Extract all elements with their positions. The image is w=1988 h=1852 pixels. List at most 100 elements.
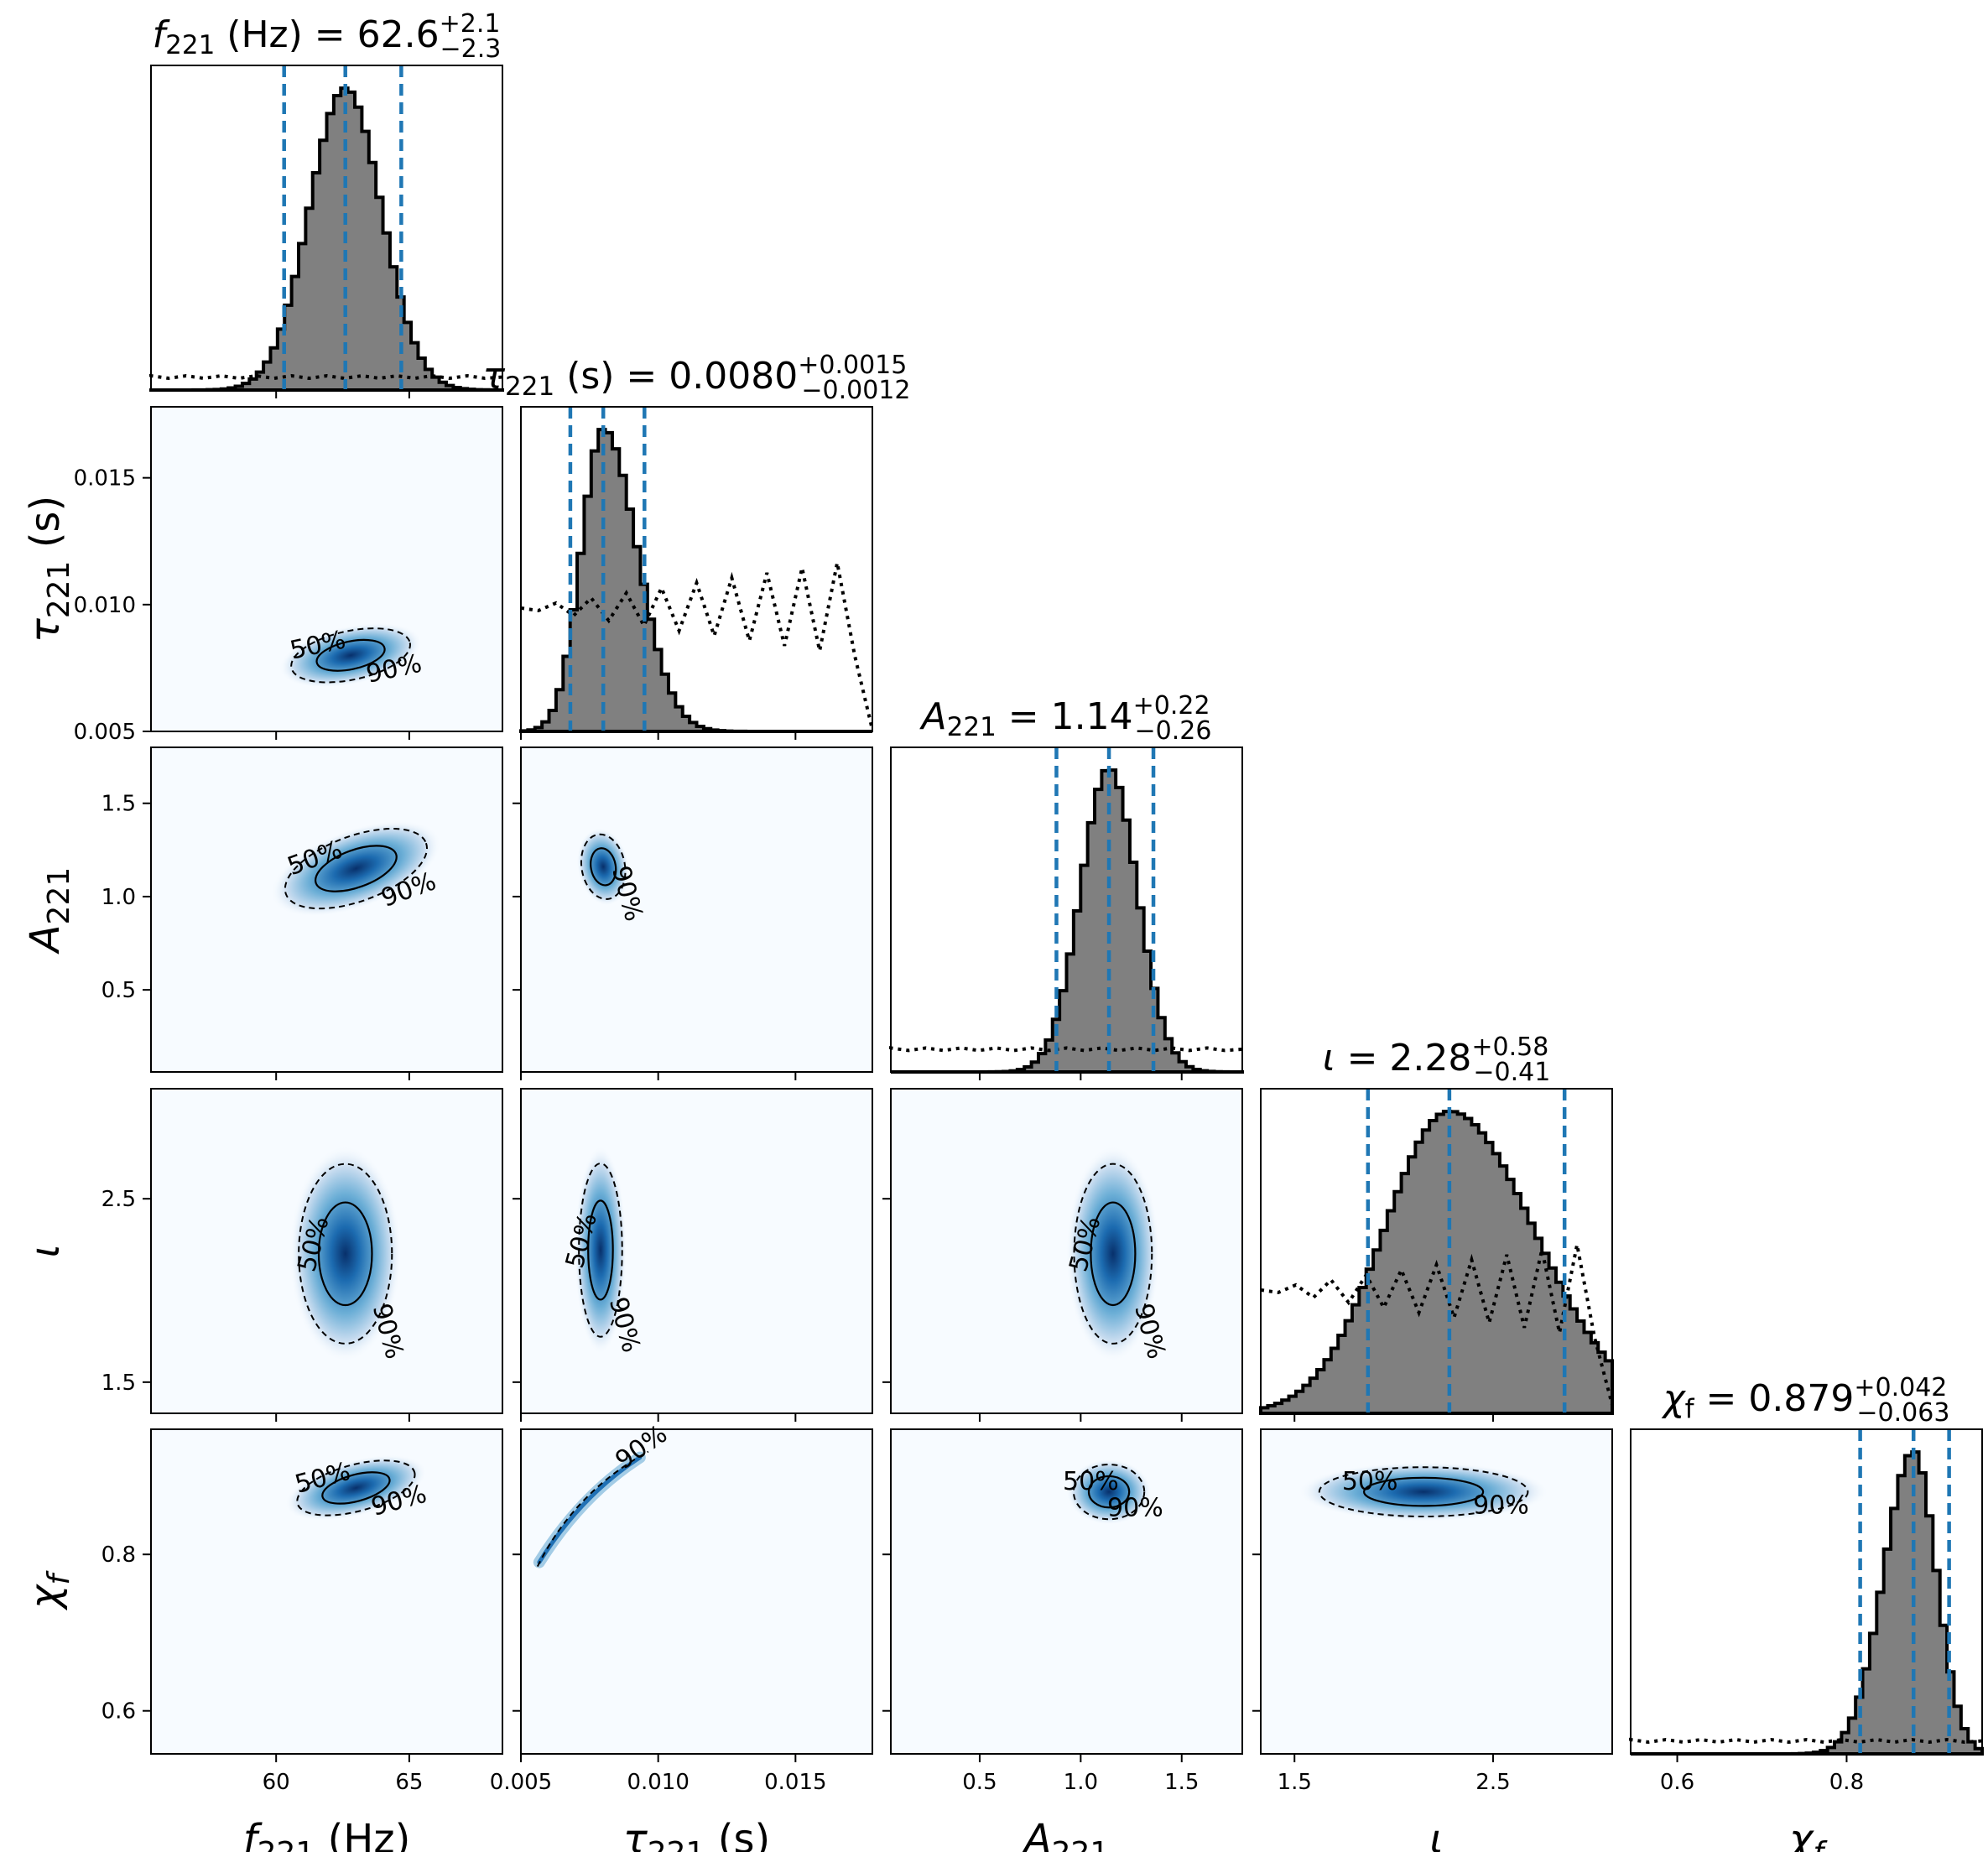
density-panel-f221-chif (285, 1454, 427, 1522)
title-sub-tau221: 221 (505, 372, 554, 402)
contour-90 (284, 828, 428, 910)
density-panel-tau221-A221 (576, 828, 630, 906)
contour-90 (1072, 1463, 1146, 1521)
contour-50 (1090, 1201, 1137, 1307)
yaxis-label-tau221: τ221 (s) (22, 496, 76, 642)
title-plus-tau221: +0.0015 (798, 351, 907, 380)
density-panel-f221-iota (289, 1146, 402, 1362)
ytick-label-A221: 1.5 (101, 792, 136, 817)
panel-frame-tau221-A221 (520, 747, 873, 1073)
title-f221: f221 (Hz) = 62.6+2.1 −2.3 (153, 9, 502, 64)
xtick-label-A221: 0.5 (962, 1770, 997, 1795)
xaxis-label-sub: 221 (258, 1836, 315, 1852)
yaxis-label-base: ι (22, 1244, 69, 1257)
yaxis-label-sub: 221 (42, 867, 76, 925)
xtick-label-f221: 60 (263, 1770, 290, 1795)
contour-50 (314, 845, 398, 892)
xaxis-label-base: τ (623, 1816, 648, 1852)
contour-90 (296, 1459, 416, 1516)
contour-50 (1362, 1476, 1485, 1507)
histogram-tau221 (519, 407, 874, 733)
title-minus-f221: −2.3 (440, 34, 501, 64)
title-plus-A221: +0.22 (1133, 691, 1210, 721)
xaxis-label-A221: A221 (1022, 1816, 1110, 1852)
panel-frame-f221-A221 (150, 747, 503, 1073)
yaxis-label-iota: ι (22, 1244, 69, 1257)
xaxis-label-tau221: τ221 (s) (623, 1816, 770, 1852)
title-minus-tau221: −0.0012 (801, 376, 910, 405)
density-panel-f221-A221 (270, 820, 441, 917)
yaxis-label-sub: 221 (42, 561, 76, 619)
xaxis-label-base: A (1022, 1816, 1052, 1852)
contour-90 (1073, 1163, 1153, 1345)
density-panel-tau221-chif (533, 1450, 649, 1568)
title-plus-chif: +0.042 (1854, 1373, 1947, 1402)
histogram-iota (1259, 1089, 1614, 1415)
xtick-label-A221: 1.0 (1064, 1770, 1098, 1795)
contour-50 (1087, 1475, 1131, 1509)
panel-frame-f221-iota (150, 1088, 503, 1414)
histogram-chif (1629, 1429, 1984, 1756)
density-ridge-core (537, 1455, 643, 1565)
histogram-bars-A221 (891, 768, 1244, 1074)
yaxis-label-unit: (s) (22, 496, 69, 561)
title-tau221: τ221 (s) = 0.0080+0.0015 −0.0012 (483, 351, 911, 405)
contour-90 (578, 1163, 623, 1338)
density-fill (576, 828, 630, 906)
contour-label-50: 50% (1063, 1467, 1119, 1496)
prior-line-tau221 (520, 562, 874, 731)
panel-frame-iota-chif (1260, 1428, 1613, 1755)
density-fill (1066, 1459, 1152, 1525)
density-fill (289, 1146, 402, 1362)
xaxis-label-base: χ (1787, 1816, 1814, 1852)
contour-50 (317, 1201, 373, 1307)
ytick-label-tau221: 0.015 (74, 466, 136, 492)
xaxis-label-chif: χf (1787, 1816, 1828, 1852)
panel-frame-tau221-chif (520, 1428, 873, 1755)
prior-line-chif (1629, 1737, 1983, 1745)
title-plus-f221: +2.1 (440, 9, 501, 39)
histogram-bars-f221 (151, 86, 504, 392)
density-fill (278, 622, 423, 688)
panel-frame-A221-chif (890, 1428, 1243, 1755)
panel-frame-diag-f221 (150, 65, 503, 391)
panel-frame-diag-tau221 (520, 406, 873, 732)
xaxis-label-sub: f (1813, 1836, 1828, 1852)
ytick-label-iota: 2.5 (101, 1187, 136, 1212)
density-panel-A221-chif (1066, 1459, 1152, 1525)
xaxis-label-unit: (s) (705, 1816, 770, 1852)
xaxis-label-sub: 221 (1052, 1836, 1110, 1852)
xaxis-label-unit: (Hz) (315, 1816, 410, 1852)
density-panel-A221-iota (1066, 1146, 1160, 1362)
title-sub-f221: 221 (165, 30, 215, 60)
density-panel-iota-chif (1298, 1462, 1549, 1522)
title-sub-A221: 221 (947, 712, 997, 742)
contour-label-90: 90% (1107, 1494, 1163, 1523)
title-value-f221: (Hz) = 62.6 (215, 13, 439, 56)
panel-frame-diag-A221 (890, 747, 1243, 1073)
contour-90 (290, 627, 411, 684)
panel-frame-A221-iota (890, 1088, 1243, 1414)
ytick-label-tau221: 0.010 (74, 593, 136, 618)
histogram-f221 (149, 65, 504, 392)
ytick-label-chif: 0.8 (101, 1542, 136, 1568)
title-sub-chif: f (1685, 1394, 1695, 1424)
title-plus-iota: +0.58 (1471, 1033, 1548, 1062)
contour-50 (315, 638, 386, 672)
histogram-A221 (889, 747, 1244, 1074)
xaxis-label-f221: f221 (Hz) (243, 1816, 411, 1852)
title-minus-chif: −0.063 (1856, 1398, 1949, 1428)
title-value-chif: = 0.879 (1694, 1377, 1855, 1420)
title-value-A221: = 1.14 (997, 695, 1133, 738)
title-base-A221: A (919, 695, 947, 738)
title-base-chif: χ (1662, 1377, 1687, 1420)
ytick-label-iota: 1.5 (101, 1371, 136, 1396)
title-minus-A221: −0.26 (1135, 716, 1212, 746)
contour-90 (1318, 1466, 1529, 1517)
density-fill (270, 820, 441, 917)
xtick-label-chif: 0.6 (1660, 1770, 1694, 1795)
contour-50 (590, 847, 617, 887)
panel-bg-A221-chif (891, 1429, 1242, 1754)
contour-50 (321, 1471, 391, 1505)
